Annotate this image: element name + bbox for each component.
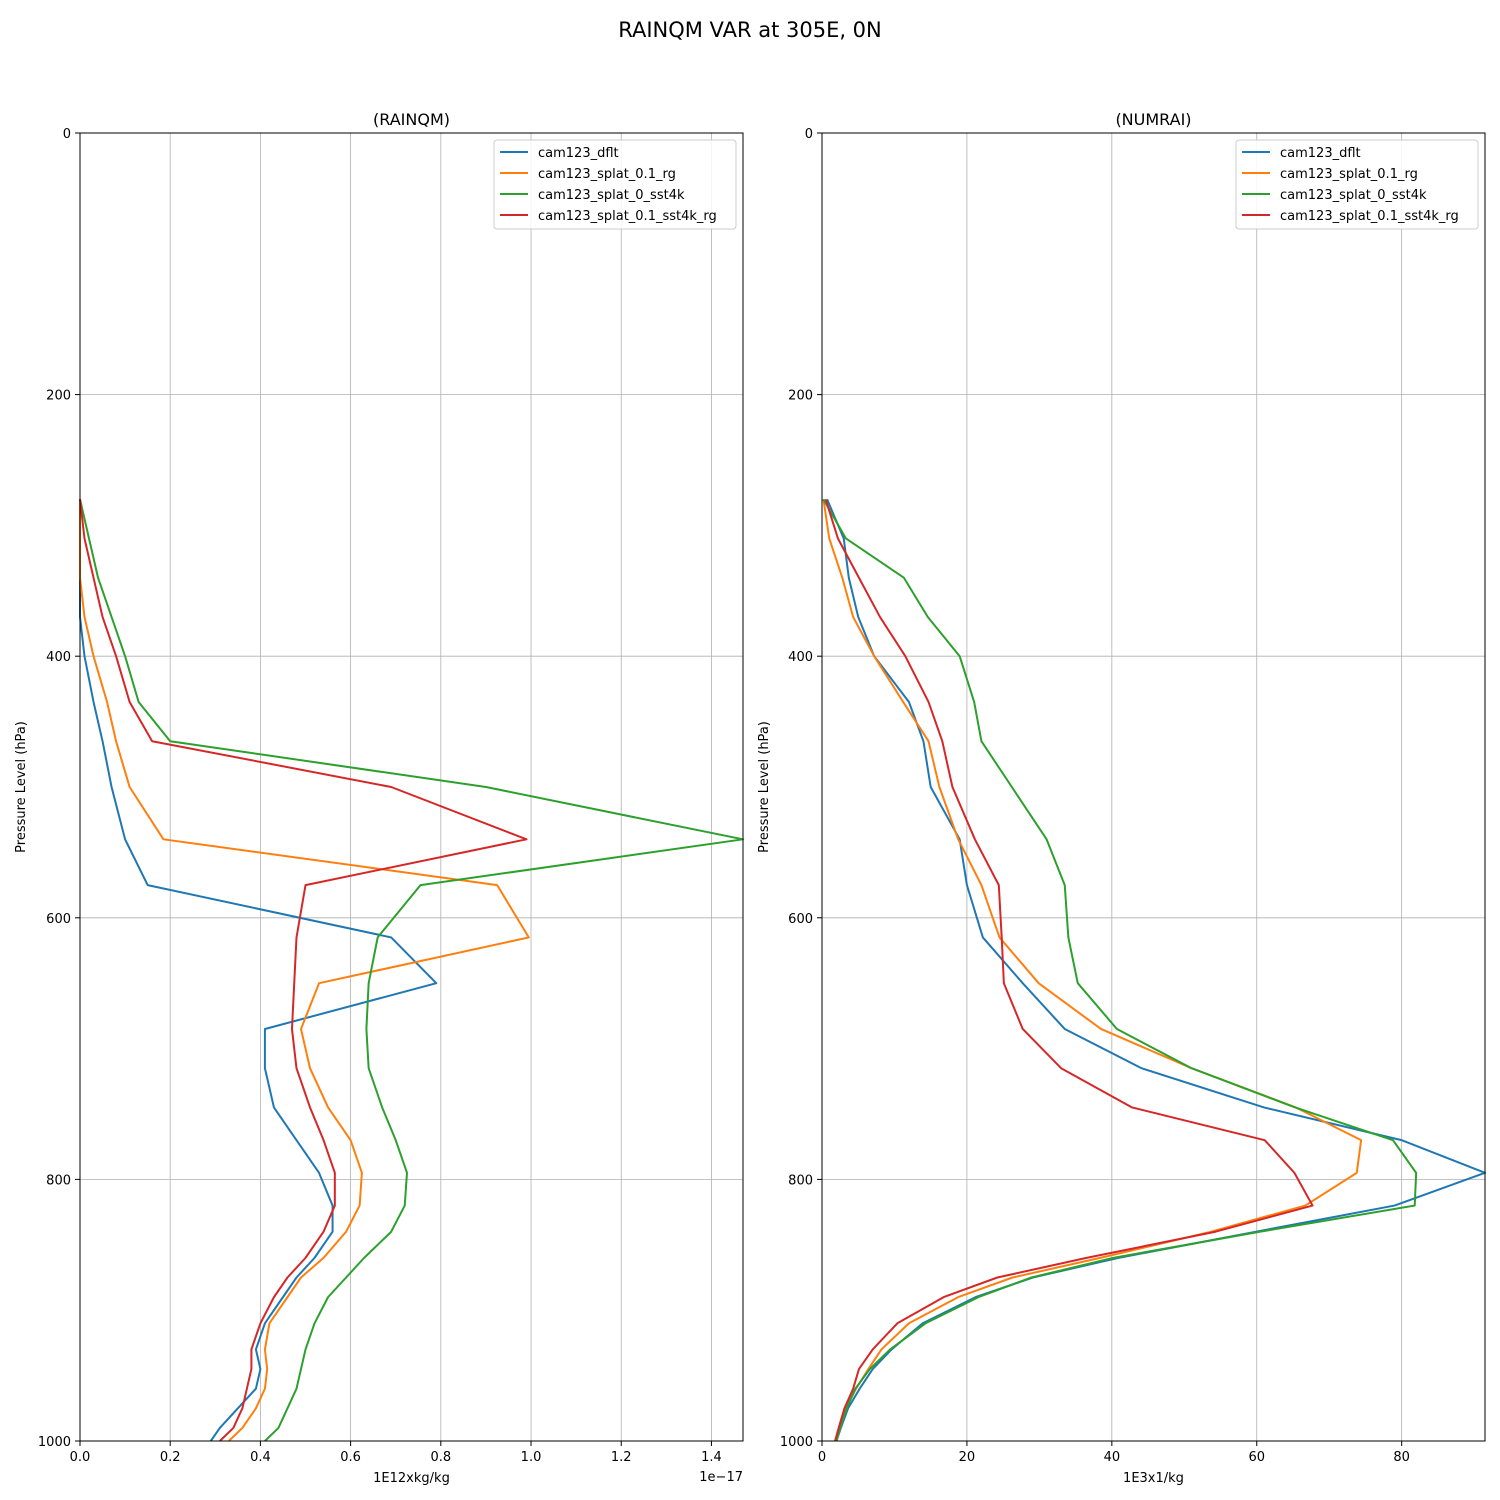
x-tick-label: 40 (1104, 1450, 1121, 1465)
y-tick-label: 800 (46, 1173, 71, 1188)
y-tick-label: 0 (805, 127, 813, 142)
x-tick-label: 1.4 (701, 1450, 722, 1465)
rainqm-legend: cam123_dflt cam123_splat_0.1_rg cam123_spl… (493, 139, 737, 230)
panel-title-numrai: (NUMRAI) (1115, 110, 1191, 129)
x-tick-label: 0.0 (70, 1450, 91, 1465)
x-tick-label: 1.2 (611, 1450, 632, 1465)
legend-entry: cam123_dflt (538, 146, 619, 161)
legend-entry: cam123_splat_0_sst4k (538, 188, 685, 203)
legend-entry: cam123_splat_0.1_sst4k_rg (538, 209, 717, 224)
y-tick-label: 400 (46, 650, 71, 665)
x-tick-label: 80 (1393, 1450, 1410, 1465)
y-tick-label: 800 (788, 1173, 813, 1188)
y-tick-label: 400 (788, 650, 813, 665)
x-tick-label: 0.8 (430, 1450, 451, 1465)
x-tick-label: 1.0 (521, 1450, 542, 1465)
series-line-cam123_splat_0.1_sst4k_rg (79, 499, 528, 1442)
y-tick-label: 0 (63, 127, 71, 142)
rainqm-ticks: 0.0 0.2 0.4 0.6 0.8 1.0 1.2 1.4 0 200 400 600 800 100… (38, 127, 722, 1465)
series-line-cam123_splat_0.1_rg (79, 499, 530, 1442)
x-tick-label: 60 (1248, 1450, 1265, 1465)
y-tick-label: 200 (788, 389, 813, 404)
rainqm-grid (79, 132, 743, 1442)
rainqm-x-axis-label: 1E12xkg/kg (373, 1471, 450, 1486)
numrai-legend-box (1235, 139, 1479, 230)
rainqm-panel: (RAINQM) 0.0 0.2 0.4 0.6 0.8 1.0 1.2 1.4 0 200 400… (14, 110, 744, 1486)
y-tick-label: 600 (788, 912, 813, 927)
legend-entry: cam123_splat_0.1_rg (538, 167, 676, 182)
x-tick-label: 0.4 (250, 1450, 271, 1465)
series-line-cam123_dflt (79, 499, 438, 1442)
legend-entry: cam123_splat_0.1_rg (1280, 167, 1418, 182)
series-line-cam123_splat_0.1_rg (822, 499, 1363, 1442)
series-line-cam123_splat_0.1_sst4k_rg (824, 498, 1314, 1442)
x-tick-label: 0.6 (340, 1450, 361, 1465)
legend-entry: cam123_dflt (1280, 146, 1361, 161)
x-tick-label: 20 (959, 1450, 976, 1465)
numrai-legend: cam123_dflt cam123_splat_0.1_rg cam123_spl… (1235, 139, 1479, 230)
series-line-cam123_dflt (826, 498, 1486, 1442)
series-line-cam123_splat_0_sst4k (822, 498, 1418, 1442)
rainqm-y-axis-label: Pressure Level (hPa) (14, 721, 29, 853)
y-tick-label: 1000 (780, 1435, 813, 1450)
y-tick-label: 600 (46, 912, 71, 927)
rainqm-plot-frame (79, 132, 744, 1442)
rainqm-legend-box (493, 139, 737, 230)
rainqm-x-offset-text: 1e−17 (699, 1470, 743, 1485)
x-tick-label: 0.2 (160, 1450, 181, 1465)
numrai-series (822, 498, 1486, 1442)
legend-entry: cam123_splat_0_sst4k (1280, 188, 1427, 203)
series-line-cam123_splat_0_sst4k (79, 499, 744, 1442)
rainqm-series (79, 499, 744, 1442)
legend-entry: cam123_splat_0.1_sst4k_rg (1280, 209, 1459, 224)
x-tick-label: 0 (818, 1450, 826, 1465)
y-tick-label: 200 (46, 389, 71, 404)
figure-title: RAINQM VAR at 305E, 0N (618, 18, 882, 42)
y-tick-label: 1000 (38, 1435, 71, 1450)
numrai-x-axis-label: 1E3x1/kg (1123, 1471, 1184, 1486)
numrai-y-axis-label: Pressure Level (hPa) (757, 721, 772, 853)
panel-title-rainqm: (RAINQM) (373, 110, 450, 129)
numrai-plot-frame (821, 132, 1486, 1442)
